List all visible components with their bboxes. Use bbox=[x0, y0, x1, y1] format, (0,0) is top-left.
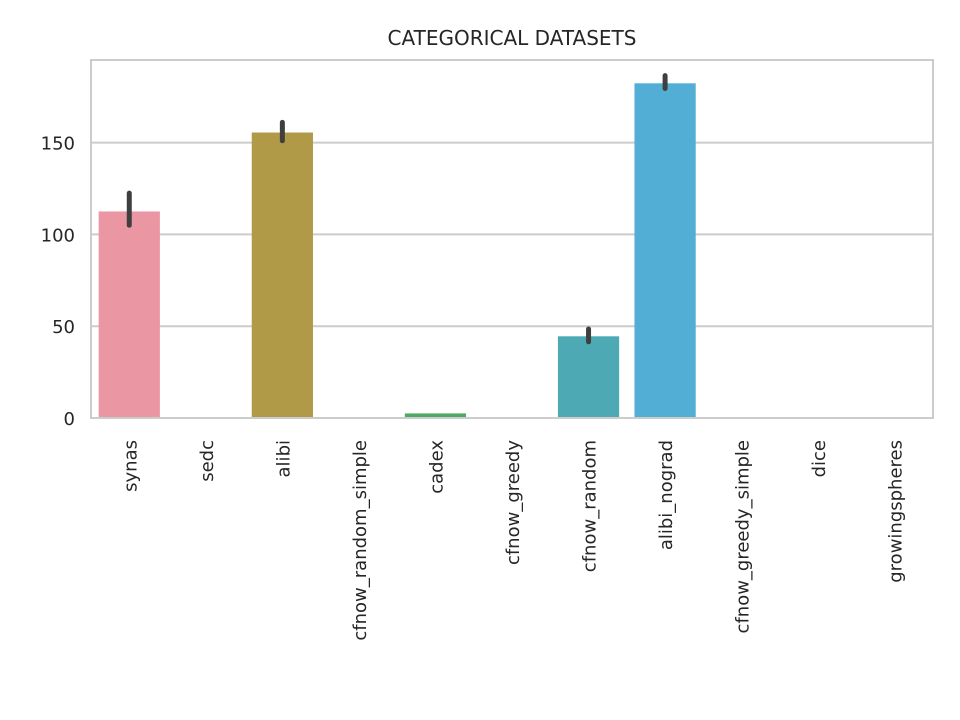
x-tick-label-cfnow_greedy_simple: cfnow_greedy_simple bbox=[733, 440, 754, 633]
x-tick-label-cfnow_random: cfnow_random bbox=[580, 440, 601, 572]
x-tick-label-alibi: alibi bbox=[273, 440, 294, 477]
x-tick-label-sedc: sedc bbox=[197, 440, 218, 482]
error-bars bbox=[126, 73, 668, 345]
x-tick-labels: synas sedc alibi cfnow_random_simple cadex cf… bbox=[120, 440, 906, 641]
x-tick-label-cadex: cadex bbox=[426, 440, 447, 494]
x-tick-label-alibi_nograd: alibi_nograd bbox=[656, 440, 677, 550]
x-tick-label-growingspheres: growingspheres bbox=[886, 440, 907, 583]
y-tick-label: 50 bbox=[52, 317, 75, 338]
bar-cfnow_random bbox=[557, 336, 620, 418]
bar-alibi bbox=[251, 132, 313, 418]
x-tick-label-cfnow_greedy: cfnow_greedy bbox=[503, 440, 524, 565]
x-tick-label-dice: dice bbox=[809, 440, 830, 477]
y-tick-label: 0 bbox=[64, 409, 75, 430]
y-tick-label: 150 bbox=[41, 134, 75, 155]
x-tick-label-synas: synas bbox=[120, 440, 141, 492]
bar-synas bbox=[98, 211, 160, 418]
chart-title: CATEGORICAL DATASETS bbox=[388, 26, 637, 50]
y-tick-label: 100 bbox=[41, 225, 75, 246]
bar-alibi_nograd bbox=[634, 83, 696, 419]
bars bbox=[98, 83, 926, 419]
grid-lines bbox=[91, 141, 933, 328]
x-tick-label-cfnow_random_simple: cfnow_random_simple bbox=[350, 440, 371, 641]
y-tick-labels: 0 50 100 150 bbox=[41, 134, 75, 430]
plot-frame bbox=[90, 59, 934, 419]
bar-cadex bbox=[404, 413, 467, 418]
